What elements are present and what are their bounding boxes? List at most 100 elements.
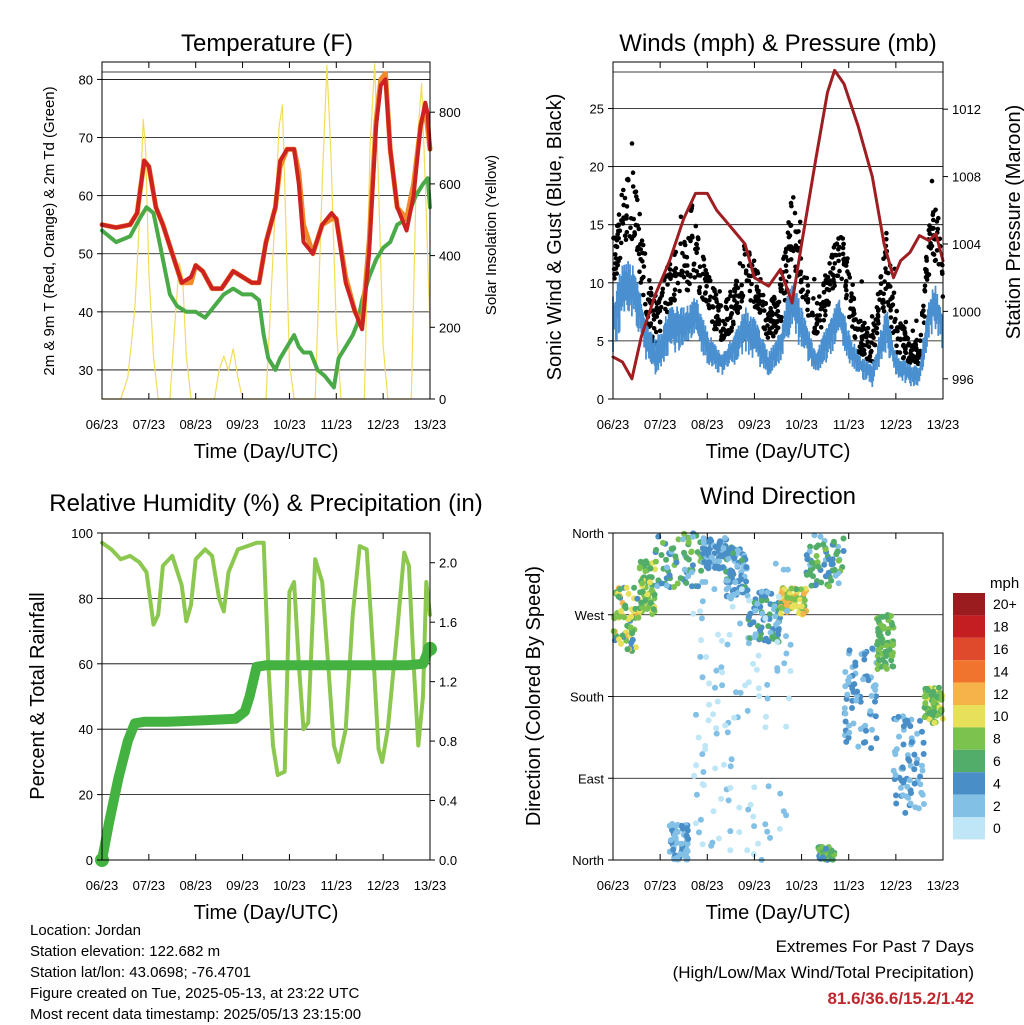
- colorbar-label: 14: [993, 663, 1009, 679]
- direction-point: [915, 805, 922, 812]
- direction-point: [648, 587, 655, 593]
- gust-point: [897, 350, 903, 355]
- gust-point: [788, 200, 794, 206]
- gust-point: [630, 170, 636, 175]
- gust-point: [812, 325, 817, 331]
- direction-point: [750, 813, 757, 820]
- colorbar-label: 12: [993, 686, 1009, 702]
- gust-point: [868, 358, 873, 363]
- direction-point: [758, 597, 765, 604]
- direction-point: [744, 592, 751, 599]
- direction-point: [778, 605, 785, 611]
- direction-point: [774, 665, 781, 672]
- gust-point: [930, 212, 936, 218]
- gust-point: [616, 212, 622, 217]
- direction-point: [920, 801, 927, 807]
- pressure-line: [611, 68, 945, 381]
- direction-point: [787, 641, 794, 648]
- direction-point: [860, 676, 867, 683]
- y2-tick-label: 1000: [952, 304, 981, 319]
- direction-point: [757, 635, 764, 642]
- gust-point: [935, 226, 941, 232]
- gust-point: [692, 275, 697, 280]
- gust-point: [678, 241, 683, 246]
- gust-point: [703, 290, 708, 295]
- gust-point: [913, 359, 918, 365]
- y2-tick-label: 996: [952, 372, 974, 387]
- direction-point: [762, 724, 769, 731]
- direction-point: [631, 584, 638, 591]
- gust-point: [871, 321, 876, 326]
- direction-point: [658, 552, 665, 558]
- direction-point: [673, 559, 680, 566]
- direction-point: [902, 809, 909, 816]
- colorbar-label: 20+: [993, 596, 1017, 612]
- gust-point: [726, 328, 731, 333]
- direction-point: [744, 587, 751, 594]
- direction-point: [674, 828, 681, 835]
- gust-point: [614, 244, 620, 250]
- direction-point: [862, 722, 869, 729]
- direction-point: [812, 582, 819, 588]
- direction-point: [902, 718, 909, 725]
- direction-point: [724, 641, 731, 648]
- gust-point: [805, 283, 811, 288]
- station-info: Location: Jordan Station elevation: 122.…: [30, 920, 361, 1025]
- direction-point: [732, 579, 739, 586]
- direction-point: [763, 713, 769, 720]
- gust-point: [929, 243, 935, 249]
- gust-point: [910, 353, 916, 359]
- gust-point: [810, 310, 815, 316]
- direction-point: [917, 717, 923, 724]
- direction-point: [853, 692, 860, 699]
- gust-point: [814, 322, 819, 327]
- gust-point: [671, 292, 677, 297]
- gust-point: [748, 298, 753, 303]
- gust-point: [817, 318, 823, 323]
- gust-point: [830, 266, 836, 271]
- direction-point: [914, 730, 921, 737]
- colorbar-title: mph: [990, 575, 1019, 592]
- humidity-plot-frame: [101, 532, 431, 861]
- gust-point: [843, 278, 849, 284]
- direction-point: [783, 650, 790, 657]
- direction-point: [737, 689, 744, 696]
- gust-point: [818, 325, 824, 330]
- gust-point: [710, 304, 715, 309]
- winds-title: Winds (mph) & Pressure (mb): [619, 30, 936, 57]
- direction-point: [921, 704, 928, 711]
- direction-point: [883, 642, 890, 649]
- colorbar-swatch: [953, 615, 985, 638]
- temperature-title: Temperature (F): [181, 30, 353, 57]
- direction-point: [777, 790, 784, 797]
- direction-point: [636, 564, 643, 571]
- gust-point: [744, 278, 750, 283]
- gust-point: [918, 332, 924, 338]
- direction-point: [875, 646, 882, 653]
- direction-point: [710, 711, 717, 718]
- gust-point: [729, 325, 734, 331]
- direction-point: [762, 821, 769, 828]
- direction-point: [835, 557, 842, 564]
- gust-point: [691, 261, 697, 267]
- gust-point: [753, 295, 758, 300]
- direction-point: [722, 722, 729, 729]
- direction-point: [850, 720, 857, 727]
- y-tick-label: West: [575, 608, 605, 623]
- gust-point: [663, 300, 668, 306]
- direction-point: [674, 580, 681, 587]
- direction-point: [823, 845, 829, 852]
- y2-tick-label: 1008: [952, 170, 981, 185]
- direction-point: [808, 582, 815, 589]
- direction-point: [718, 795, 725, 802]
- direction-point: [729, 603, 736, 610]
- gust-point: [703, 278, 709, 284]
- direction-point: [744, 707, 751, 714]
- gust-point: [823, 312, 828, 318]
- gust-point: [696, 236, 701, 242]
- gust-point: [874, 330, 880, 336]
- direction-point: [840, 535, 847, 542]
- gust-point: [827, 261, 832, 266]
- direction-point: [755, 685, 762, 692]
- direction-point: [701, 546, 708, 553]
